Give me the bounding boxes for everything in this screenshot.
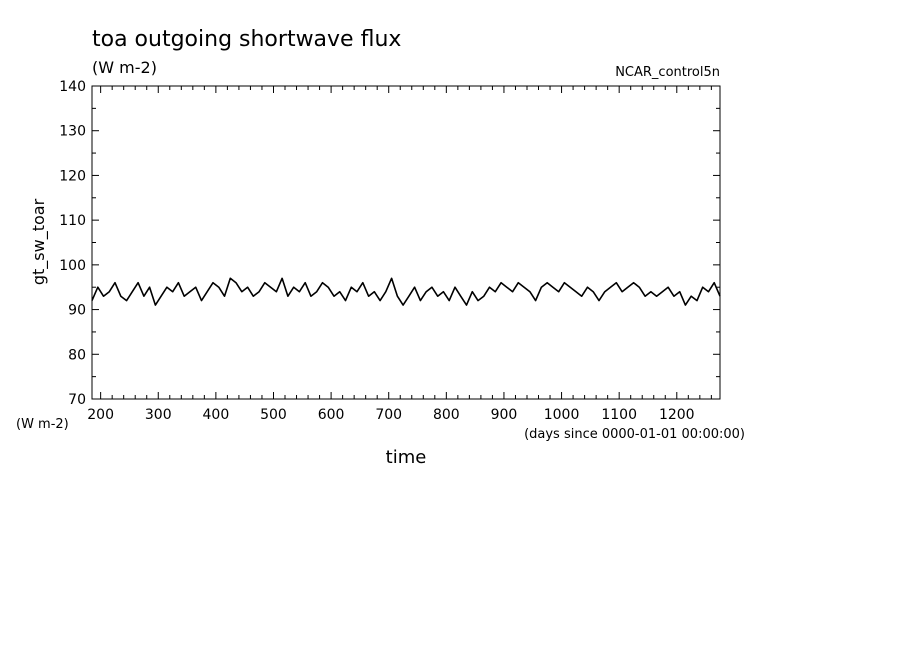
- y-tick-label: 130: [59, 124, 86, 140]
- x-tick-label: 300: [145, 407, 172, 423]
- x-axis: 200 300 400 500 600 700 800 900 1000 1100 1200: [87, 86, 712, 423]
- y-axis-label: gt_sw_toar: [29, 198, 49, 285]
- dataset-label: NCAR_control5n: [615, 65, 720, 80]
- x-tick-label: 700: [375, 407, 402, 423]
- x-tick-label: 800: [433, 407, 460, 423]
- x-tick-label: 200: [87, 407, 114, 423]
- chart-title: toa outgoing shortwave flux: [92, 27, 401, 52]
- y-tick-label: 110: [59, 213, 86, 229]
- x-tick-label: 900: [491, 407, 518, 423]
- y-axis-units: (W m-2): [16, 417, 69, 432]
- y-tick-label: 100: [59, 258, 86, 274]
- x-tick-label: 1200: [659, 407, 695, 423]
- chart-subtitle: (W m-2): [92, 58, 157, 77]
- x-axis-units: (days since 0000-01-01 00:00:00): [524, 427, 745, 442]
- x-tick-label: 1100: [601, 407, 637, 423]
- x-tick-label: 400: [203, 407, 230, 423]
- y-tick-label: 90: [68, 303, 86, 319]
- y-tick-label: 140: [59, 79, 86, 95]
- series-line: [91, 277, 721, 306]
- x-tick-label: 600: [318, 407, 345, 423]
- y-tick-label: 80: [68, 347, 86, 363]
- plot-frame: [91, 85, 721, 400]
- x-tick-label: 1000: [544, 407, 580, 423]
- y-axis: 70 80 90 100 110 120 130 140: [59, 79, 720, 408]
- x-axis-label: time: [386, 447, 427, 468]
- y-tick-label: 120: [59, 168, 86, 184]
- y-tick-label: 70: [68, 392, 86, 408]
- x-tick-label: 500: [260, 407, 287, 423]
